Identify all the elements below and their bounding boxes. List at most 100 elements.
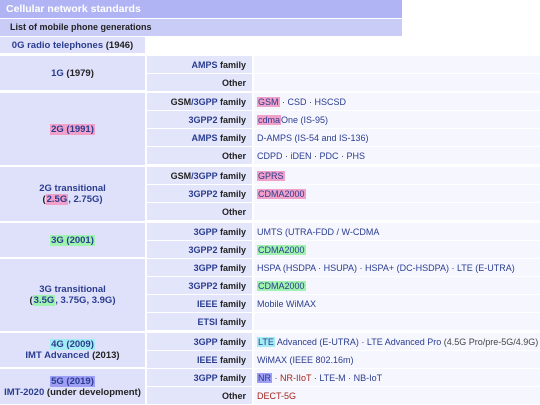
family-gsm[interactable]: GSM <box>170 171 192 181</box>
family-suffix: family <box>217 337 246 347</box>
family-link[interactable]: 3GPP <box>193 227 218 237</box>
standards-list[interactable]: CDPD · iDEN · PDC · PHS <box>257 151 366 161</box>
standards-cell: D-AMPS (IS-54 and IS-136) <box>254 129 540 147</box>
family-suffix: family <box>217 133 246 143</box>
family-label: IEEE family <box>147 295 252 313</box>
standards-cell: DECT-5G <box>254 387 540 405</box>
link-lte[interactable]: LTE <box>257 337 275 347</box>
paren-open: ( <box>29 295 33 306</box>
family-gsm[interactable]: GSM <box>170 97 192 107</box>
standards-cell: CDMA2000 <box>254 277 540 295</box>
standards-list[interactable]: D-AMPS (IS-54 and IS-136) <box>257 133 369 143</box>
imt-2020-note: (under development) <box>44 386 141 398</box>
family-link[interactable]: 3GPP2 <box>188 115 218 125</box>
link-dect-5g[interactable]: DECT-5G <box>257 391 297 401</box>
row-3gt-3gpp: 3GPP family HSPA (HSDPA · HSUPA) · HSPA+… <box>147 259 540 277</box>
family-label: 3GPP2 family <box>147 277 252 295</box>
gen-2g-cell[interactable]: 2G (1991) <box>0 93 145 166</box>
imt-advanced-link[interactable]: IMT Advanced <box>25 350 90 361</box>
link-cdmaone[interactable]: cdma <box>257 115 282 125</box>
family-3gpp[interactable]: /3GPP <box>191 97 218 107</box>
link-nr-iiot[interactable]: NR-IIoT <box>280 373 312 383</box>
link-wimax[interactable]: WiMAX (IEEE 802.16m) <box>257 355 354 365</box>
family-link[interactable]: AMPS <box>191 60 218 70</box>
family-link[interactable]: AMPS <box>191 133 218 143</box>
gen-3gt-title[interactable]: 3G transitional <box>39 284 106 295</box>
gen-3g-cell[interactable]: 3G (2001) <box>0 223 145 258</box>
family-label: 3GPP2 family <box>147 111 252 129</box>
gen-2-75g-link[interactable]: , 2.75G) <box>68 194 103 205</box>
family-label: AMPS family <box>147 129 252 147</box>
link-lte-advanced[interactable]: Advanced (E-UTRA) · LTE Advanced Pro <box>274 337 442 347</box>
gen-2g-label[interactable]: 2G (1991) <box>50 123 95 135</box>
family-link[interactable]: 3GPP <box>193 373 218 383</box>
row-3g-3gpp: 3GPP family UMTS (UTRA-FDD / W-CDMA <box>147 223 540 241</box>
family-link[interactable]: 3GPP <box>193 263 218 273</box>
row-2gt-other: Other <box>147 203 540 221</box>
gen-3g-label[interactable]: 3G (2001) <box>50 234 95 246</box>
family-suffix: family <box>217 373 246 383</box>
family-link[interactable]: 3GPP <box>193 337 218 347</box>
family-link[interactable]: 3GPP2 <box>188 281 218 291</box>
family-suffix: family <box>217 171 246 181</box>
gen-0g-label[interactable]: 0G radio telephones <box>11 39 104 51</box>
row-5g-other: Other DECT-5G <box>147 387 540 405</box>
gen-1g-label[interactable]: 1G <box>51 67 64 79</box>
standards-cell: LTE Advanced (E-UTRA) · LTE Advanced Pro… <box>254 333 540 351</box>
generations-table: 0G radio telephones (1946) 1G (1979) AMP… <box>0 37 540 405</box>
gen-0g-cell[interactable]: 0G radio telephones (1946) <box>0 37 145 54</box>
link-gprs[interactable]: GPRS <box>257 171 285 181</box>
navbox-subtitle[interactable]: List of mobile phone generations <box>0 19 402 36</box>
link-gsm[interactable]: GSM <box>257 97 280 107</box>
gen-3-75g-link[interactable]: , 3.75G, 3.9G) <box>55 295 116 306</box>
standards-list[interactable]: HSPA (HSDPA · HSUPA) · HSPA+ (DC-HSDPA) … <box>257 263 515 273</box>
link-cdma2000[interactable]: CDMA2000 <box>257 189 306 199</box>
standards-list[interactable]: · CSD · HSCSD <box>279 97 347 107</box>
gen-1g-cell[interactable]: 1G (1979) <box>0 56 145 91</box>
paren-open: ( <box>42 194 46 205</box>
row-2gt-3gpp2: 3GPP2 family CDMA2000 <box>147 185 540 203</box>
family-label: IEEE family <box>147 351 252 369</box>
link-nr[interactable]: NR <box>257 373 272 383</box>
family-suffix: family <box>217 97 246 107</box>
family-link[interactable]: 3GPP2 <box>188 189 218 199</box>
family-suffix: family <box>217 281 246 291</box>
row-2g-gsm: GSM/3GPP family GSM · CSD · HSCSD <box>147 93 540 111</box>
family-link[interactable]: IEEE <box>196 299 218 309</box>
family-label: 3GPP2 family <box>147 185 252 203</box>
family-label: 3GPP family <box>147 259 252 277</box>
imt-2020-link[interactable]: IMT-2020 <box>4 386 45 398</box>
standards-cell <box>254 203 540 221</box>
row-2g-other: Other CDPD · iDEN · PDC · PHS <box>147 147 540 165</box>
row-4g-ieee: IEEE family WiMAX (IEEE 802.16m) <box>147 351 540 369</box>
family-label: GSM/3GPP family <box>147 167 252 185</box>
standards-cell: NR · NR-IIoT · LTE-M · NB-IoT <box>254 369 540 387</box>
family-label: ETSI family <box>147 313 252 331</box>
family-label: Other <box>147 147 252 165</box>
row-1g-amps: AMPS family <box>147 56 540 74</box>
gen-2gt-title[interactable]: 2G transitional <box>39 183 106 194</box>
row-3g-3gpp2: 3GPP2 family CDMA2000 <box>147 241 540 259</box>
navbox-title[interactable]: Cellular network standards <box>0 0 402 18</box>
family-link[interactable]: ETSI <box>197 317 218 327</box>
family-label: Other <box>147 203 252 221</box>
standards-cell: cdmaOne (IS-95) <box>254 111 540 129</box>
standards-list[interactable]: One (IS-95) <box>281 115 329 125</box>
family-suffix: family <box>217 245 246 255</box>
standards-cell: GSM · CSD · HSCSD <box>254 93 540 111</box>
gen-3-5g-link[interactable]: 3.5G <box>32 295 56 306</box>
link-cdma2000[interactable]: CDMA2000 <box>257 245 306 255</box>
gen-1g-year: (1979) <box>63 67 94 79</box>
gen-5g-label[interactable]: 5G (2019) <box>50 375 95 387</box>
link-cdma2000[interactable]: CDMA2000 <box>257 281 306 291</box>
family-link[interactable]: IEEE <box>196 355 218 365</box>
link-mobile-wimax[interactable]: Mobile WiMAX <box>257 299 317 309</box>
gen-4g-label[interactable]: 4G (2009) <box>50 339 95 350</box>
family-label: Other <box>147 387 252 405</box>
link-umts[interactable]: UMTS (UTRA-FDD / W-CDMA <box>257 227 380 237</box>
family-link[interactable]: 3GPP2 <box>188 245 218 255</box>
family-3gpp[interactable]: /3GPP <box>191 171 218 181</box>
standards-list[interactable]: · LTE-M · NB-IoT <box>311 373 383 383</box>
gen-2-5g-link[interactable]: 2.5G <box>45 194 69 205</box>
family-label: 3GPP family <box>147 223 252 241</box>
